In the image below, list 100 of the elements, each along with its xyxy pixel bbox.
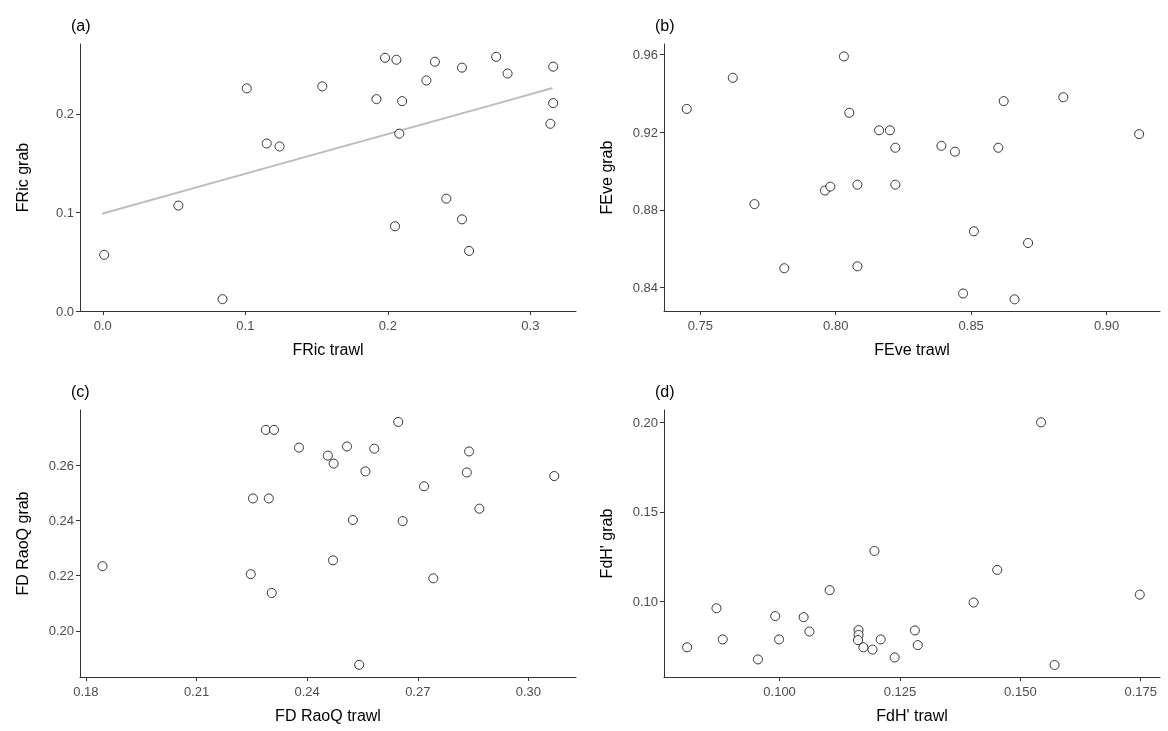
point: [890, 179, 901, 190]
point: [1134, 129, 1145, 140]
point: [825, 181, 836, 192]
point: [266, 587, 277, 598]
x-axis-title: FRic trawl: [292, 340, 364, 358]
point: [852, 261, 863, 272]
point: [342, 441, 352, 452]
point: [461, 467, 472, 478]
point: [429, 56, 440, 67]
point: [241, 83, 252, 94]
y-tick-label: 0.1: [55, 204, 74, 220]
point: [890, 142, 901, 153]
point: [958, 288, 969, 299]
point: [369, 443, 380, 454]
x-axis-title: FdH' trawl: [876, 706, 948, 724]
point: [261, 138, 272, 149]
point: [874, 125, 885, 136]
x-tick-label: 0.3: [521, 318, 540, 333]
y-tick-label: 0.0: [55, 303, 74, 319]
point: [1036, 417, 1047, 428]
y-tick-label: 0.2: [55, 106, 74, 122]
point: [419, 481, 430, 492]
point: [884, 125, 895, 136]
point: [347, 515, 358, 525]
y-tick-label: 0.20: [632, 414, 658, 430]
point: [998, 96, 1009, 107]
point: [727, 72, 738, 83]
y-tick-label: 0.84: [632, 280, 658, 296]
point: [993, 142, 1004, 153]
y-tick-label: 0.88: [632, 202, 658, 218]
x-tick-label: 0.100: [763, 684, 796, 699]
point: [749, 199, 760, 210]
point: [390, 221, 400, 232]
point: [456, 214, 467, 225]
point: [322, 450, 333, 461]
point: [1023, 237, 1034, 248]
point: [260, 424, 271, 435]
y-tick-label: 0.15: [632, 504, 658, 520]
chart-title: (b): [655, 16, 675, 34]
point: [968, 597, 979, 608]
point: [1134, 589, 1145, 600]
point: [875, 634, 886, 645]
point: [491, 51, 502, 62]
point: [397, 96, 408, 107]
x-axis-title: FEve trawl: [874, 340, 950, 358]
x-tick-label: 0.0: [93, 318, 112, 333]
x-tick-label: 0.75: [687, 318, 713, 333]
point: [328, 458, 339, 469]
point: [804, 626, 815, 637]
point: [858, 642, 869, 653]
point: [97, 561, 108, 572]
chart-title: (d): [655, 382, 675, 400]
point: [779, 263, 790, 274]
point: [380, 52, 391, 63]
x-tick-label: 0.27: [405, 684, 431, 699]
y-tick-label: 0.96: [632, 46, 658, 62]
point: [774, 634, 785, 645]
y-axis-title: FdH' grab: [597, 508, 615, 579]
point: [912, 640, 923, 651]
point: [867, 644, 878, 655]
x-tick-label: 0.1: [236, 318, 255, 333]
x-axis-title: FD RaoQ trawl: [275, 706, 381, 724]
x-tick-label: 0.21: [183, 684, 210, 699]
x-tick-label: 0.80: [823, 318, 849, 333]
point: [464, 446, 475, 457]
point: [752, 654, 763, 665]
point: [394, 128, 405, 139]
point: [294, 442, 305, 453]
point: [681, 103, 692, 114]
chart-title: (a): [71, 16, 91, 34]
x-tick-label: 0.175: [1124, 684, 1158, 699]
y-axis-title: FD RaoQ grab: [13, 491, 31, 596]
point: [936, 140, 947, 151]
point: [456, 62, 467, 73]
y-tick-label: 0.92: [632, 124, 658, 140]
point: [268, 424, 279, 435]
x-tick-label: 0.18: [73, 684, 99, 699]
x-tick-label: 0.24: [294, 684, 320, 699]
point: [548, 61, 559, 72]
y-tick-label: 0.24: [48, 512, 74, 528]
point: [502, 68, 513, 79]
point: [549, 471, 560, 482]
point: [853, 635, 864, 646]
point: [1058, 92, 1069, 103]
point: [770, 611, 781, 622]
point: [869, 545, 880, 556]
point: [949, 146, 960, 157]
point: [441, 193, 452, 204]
x-tick-label: 0.150: [1004, 684, 1037, 699]
point: [421, 75, 432, 86]
x-tick-label: 0.30: [515, 684, 542, 699]
x-tick-label: 0.90: [1093, 318, 1120, 333]
point: [474, 503, 485, 514]
y-axis-title: FRic grab: [13, 142, 31, 213]
point: [992, 564, 1003, 575]
x-tick-label: 0.2: [378, 318, 397, 333]
x-tick-label: 0.85: [958, 318, 984, 333]
point: [274, 141, 285, 152]
point: [1049, 660, 1060, 670]
point: [173, 200, 184, 211]
